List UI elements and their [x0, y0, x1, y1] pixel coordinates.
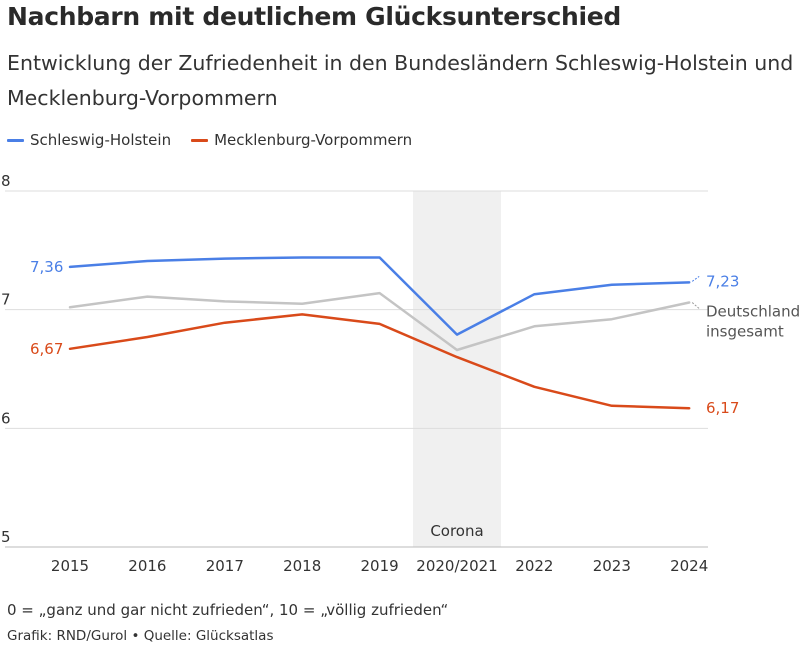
- series-label-deutschland: insgesamt: [706, 323, 784, 341]
- x-tick-label: 2015: [51, 557, 89, 575]
- y-tick-label: 8: [1, 172, 11, 190]
- x-tick-label: 2022: [515, 557, 553, 575]
- data-label-start: 6,67: [30, 340, 63, 358]
- legend: Schleswig-Holstein Mecklenburg-Vorpommer…: [7, 131, 432, 149]
- chart-title: Nachbarn mit deutlichem Glücksunterschie…: [7, 2, 622, 31]
- source-credit: Grafik: RND/Gurol • Quelle: Glücksatlas: [7, 628, 274, 644]
- series-line-mecklenburg-vorpommern: [68, 313, 691, 410]
- legend-swatch-schleswig-holstein: [7, 138, 24, 142]
- y-tick-label: 7: [1, 291, 11, 309]
- series-line-deutschland-insgesamt: [68, 291, 691, 352]
- scale-footnote: 0 = „ganz und gar nicht zufrieden“, 10 =…: [7, 601, 449, 619]
- x-tick-label: 2016: [128, 557, 166, 575]
- x-tick-label: 2019: [361, 557, 399, 575]
- series-label-deutschland: Deutschland: [706, 303, 800, 321]
- x-tick-label: 2023: [593, 557, 631, 575]
- legend-label-schleswig-holstein: Schleswig-Holstein: [30, 131, 172, 149]
- chart-subtitle: Entwicklung der Zufriedenheit in den Bun…: [7, 51, 794, 110]
- x-tick-label: 2024: [670, 557, 708, 575]
- data-label-end: 7,23: [706, 272, 739, 290]
- label-connector: [691, 302, 700, 309]
- x-tick-label: 2017: [206, 557, 244, 575]
- legend-item-mecklenburg-vorpommern: Mecklenburg-Vorpommern: [191, 131, 412, 149]
- legend-label-mecklenburg-vorpommern: Mecklenburg-Vorpommern: [214, 131, 413, 149]
- legend-item-schleswig-holstein: Schleswig-Holstein: [7, 131, 171, 149]
- y-tick-label: 6: [1, 409, 11, 427]
- corona-label: Corona: [430, 522, 483, 540]
- label-connector: [691, 275, 700, 282]
- series-line-schleswig-holstein: [68, 256, 691, 336]
- legend-swatch-mecklenburg-vorpommern: [191, 138, 209, 142]
- data-label-start: 7,36: [30, 258, 63, 276]
- data-label-end: 6,17: [706, 399, 739, 417]
- y-tick-label: 5: [1, 528, 11, 546]
- x-tick-label: 2020/2021: [416, 557, 497, 575]
- x-tick-label: 2018: [283, 557, 321, 575]
